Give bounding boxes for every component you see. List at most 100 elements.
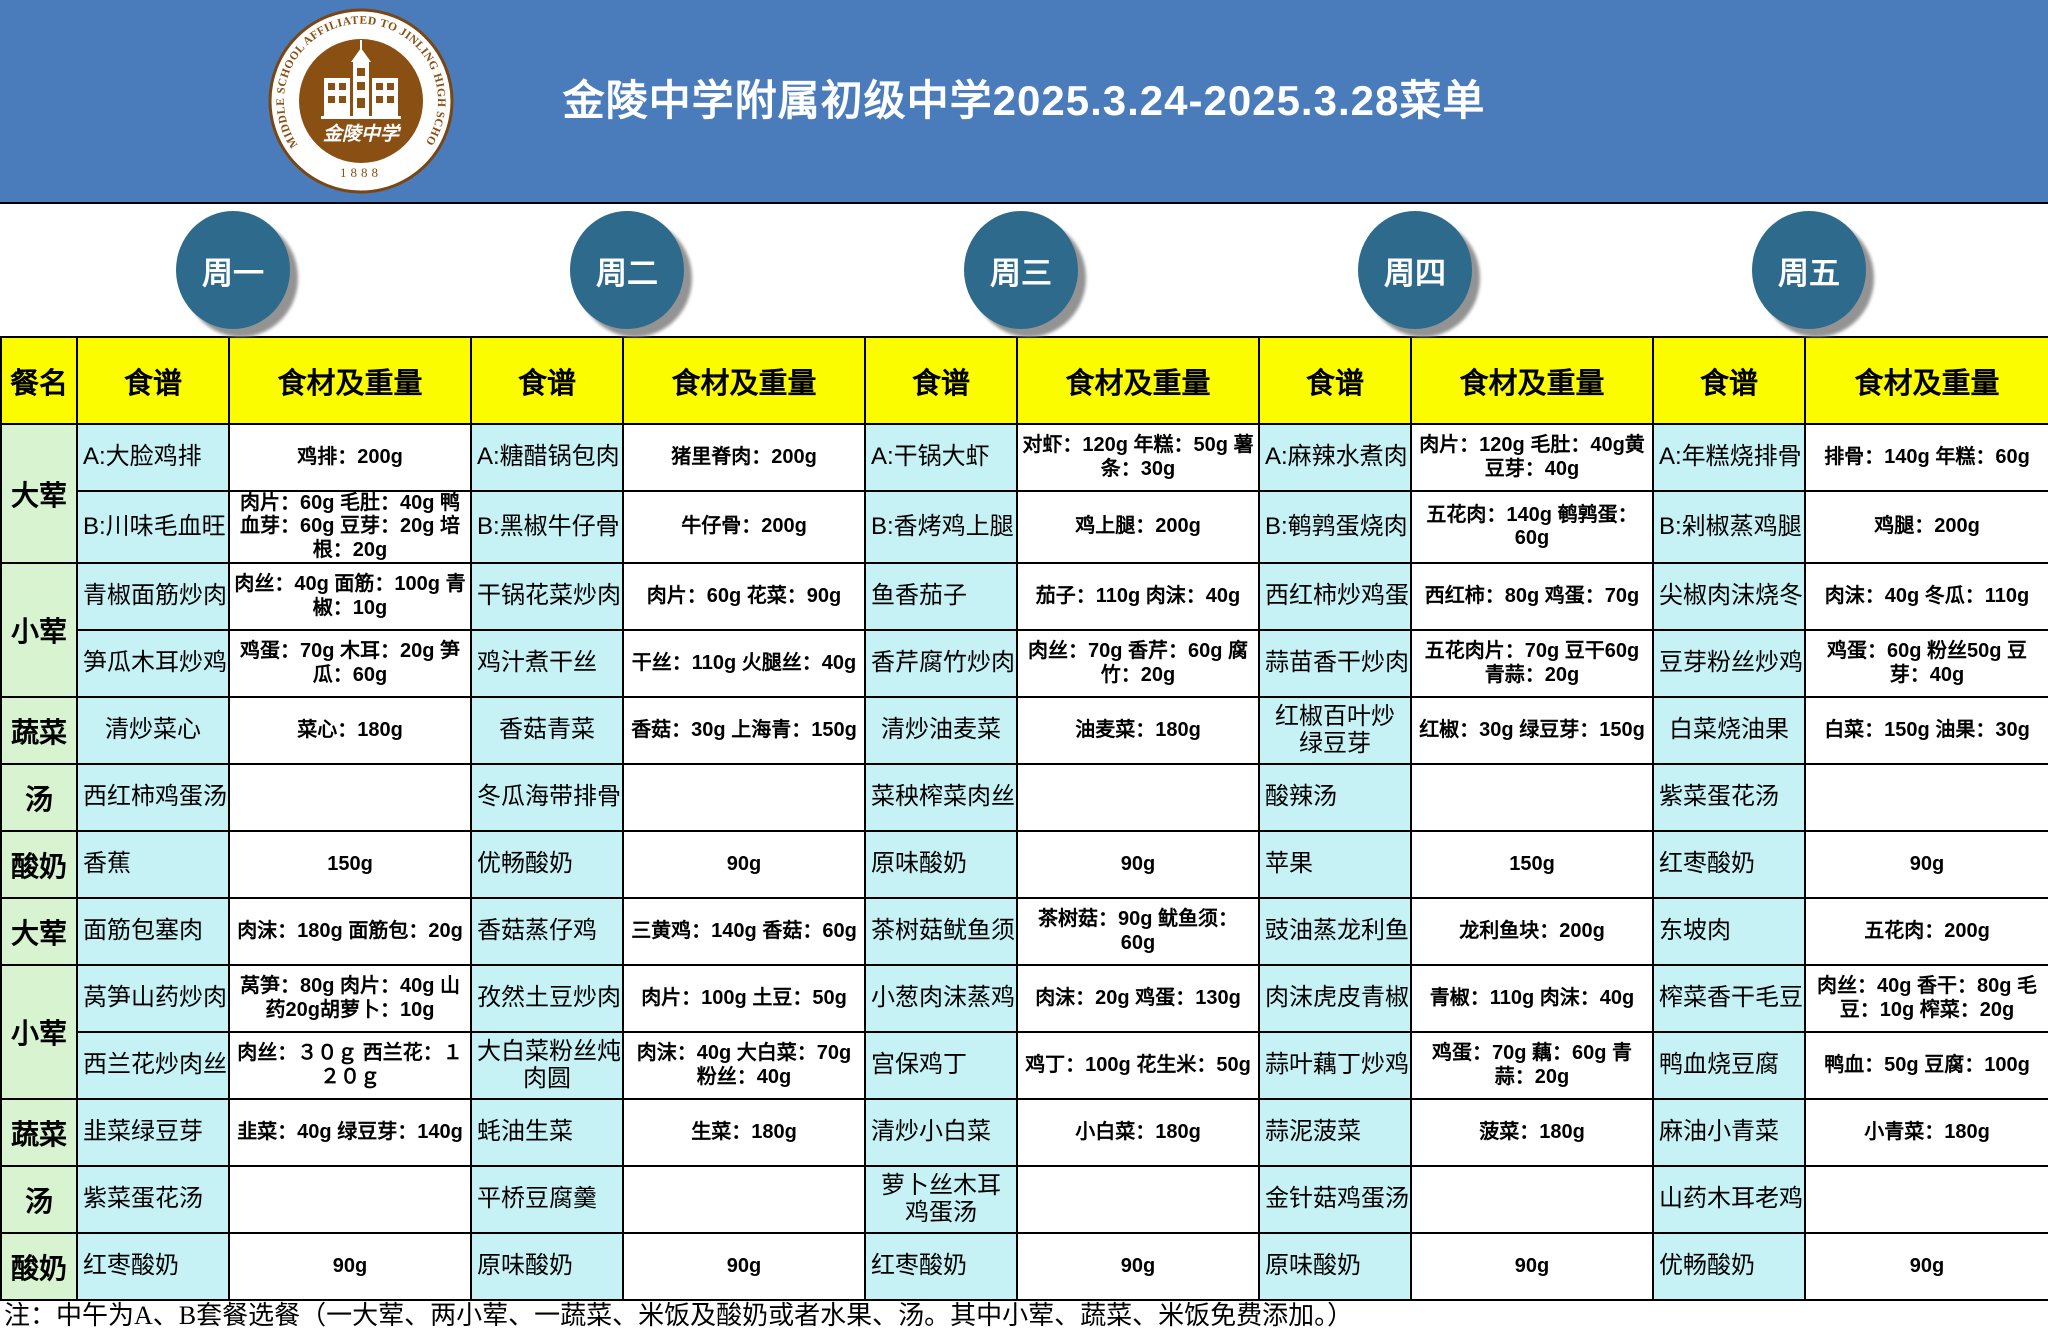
- ingredients-cell: 五花肉：200g: [1804, 897, 2048, 967]
- recipe-cell: 蒜叶藕丁炒鸡: [1258, 1031, 1412, 1101]
- category-label: 酸奶: [0, 1232, 78, 1302]
- recipe-cell: 莴笋山药炒肉: [76, 964, 230, 1034]
- ingredients-cell: 青椒：110g 肉沫：40g: [1410, 964, 1654, 1034]
- ingredients-cell: 鸡蛋：70g 木耳：20g 笋瓜：60g: [228, 629, 472, 699]
- recipe-cell: 萝卜丝木耳 鸡蛋汤: [864, 1165, 1018, 1235]
- recipe-cell: 豆芽粉丝炒鸡蛋: [1652, 629, 1806, 699]
- ingredients-cell: [622, 763, 866, 833]
- ingredients-header: 食材及重量: [1804, 336, 2048, 425]
- recipe-cell: 麻油小青菜: [1652, 1098, 1806, 1168]
- category-label: 酸奶: [0, 830, 78, 900]
- day-badge-tuesday: 周二: [570, 211, 684, 329]
- recipe-header: 食谱: [76, 336, 230, 425]
- ingredients-cell: 茄子：110g 肉沫：40g: [1016, 562, 1260, 632]
- recipe-cell: 宫保鸡丁: [864, 1031, 1018, 1101]
- ingredients-cell: 肉片：100g 土豆：50g: [622, 964, 866, 1034]
- page-title: 金陵中学附属初级中学2025.3.24-2025.3.28菜单: [562, 77, 1486, 124]
- recipe-cell: A:糖醋锅包肉: [470, 423, 624, 492]
- recipe-cell: 蒜泥菠菜: [1258, 1098, 1412, 1168]
- recipe-cell: A:干锅大虾: [864, 423, 1018, 492]
- ingredients-cell: 鸡蛋：60g 粉丝50g 豆芽：40g: [1804, 629, 2048, 699]
- category-label: 蔬菜: [0, 1098, 78, 1168]
- recipe-cell: 西兰花炒肉丝: [76, 1031, 230, 1101]
- ingredients-cell: 150g: [1410, 830, 1654, 900]
- ingredients-cell: 90g: [1804, 1232, 2048, 1302]
- ingredients-cell: 西红柿：80g 鸡蛋：70g: [1410, 562, 1654, 632]
- recipe-cell: 面筋包塞肉: [76, 897, 230, 967]
- table-row: 蔬菜 韭菜绿豆芽 韭菜：40g 绿豆芽：140g 蚝油生菜 生菜：180g 清炒…: [0, 1098, 2048, 1168]
- recipe-cell: 清炒小白菜: [864, 1098, 1018, 1168]
- recipe-cell: 红枣酸奶: [864, 1232, 1018, 1302]
- recipe-cell: 山药木耳老鸡汤: [1652, 1165, 1806, 1235]
- ingredients-cell: 90g: [1016, 1232, 1260, 1302]
- ingredients-header: 食材及重量: [1410, 336, 1654, 425]
- day-badge-wednesday: 周三: [964, 211, 1078, 329]
- table-header-row: 餐名 食谱 食材及重量 食谱 食材及重量 食谱 食材及重量 食谱 食材及重量 食…: [0, 336, 2048, 425]
- ingredients-cell: 油麦菜：180g: [1016, 696, 1260, 766]
- recipe-cell: 孜然土豆炒肉片: [470, 964, 624, 1034]
- recipe-cell: 优畅酸奶: [1652, 1232, 1806, 1302]
- recipe-cell: 干锅花菜炒肉丝: [470, 562, 624, 632]
- recipe-header: 食谱: [470, 336, 624, 425]
- category-label: 蔬菜: [0, 696, 78, 766]
- recipe-cell: A:麻辣水煮肉: [1258, 423, 1412, 492]
- table-row: 小荤 青椒面筋炒肉 肉丝：40g 面筋：100g 青椒：10g 干锅花菜炒肉丝 …: [0, 562, 2048, 699]
- ingredients-cell: 150g: [228, 830, 472, 900]
- recipe-cell: 紫菜蛋花汤: [76, 1165, 230, 1235]
- ingredients-cell: 菠菜：180g: [1410, 1098, 1654, 1168]
- recipe-cell: 青椒面筋炒肉: [76, 562, 230, 632]
- ingredients-cell: 肉沫：40g 冬瓜：110g: [1804, 562, 2048, 632]
- banner: MIDDLE SCHOOL AFFILIATED TO JINLING HIGH…: [0, 0, 2048, 202]
- table-row: 大荤 面筋包塞肉 肉沫：180g 面筋包：20g 香菇蒸仔鸡 三黄鸡：140g …: [0, 897, 2048, 967]
- ingredients-cell: 三黄鸡：140g 香菇：60g: [622, 897, 866, 967]
- ingredients-cell: 鸭血：50g 豆腐：100g: [1804, 1031, 2048, 1101]
- ingredients-cell: 肉丝：70g 香芹：60g 腐竹：20g: [1016, 629, 1260, 699]
- recipe-cell: 菜秧榨菜肉丝: [864, 763, 1018, 833]
- ingredients-cell: 菜心：180g: [228, 696, 472, 766]
- ingredients-cell: [1016, 763, 1260, 833]
- ingredients-cell: 香菇：30g 上海青：150g: [622, 696, 866, 766]
- recipe-cell: 西红柿炒鸡蛋: [1258, 562, 1412, 632]
- recipe-cell: 西红柿鸡蛋汤: [76, 763, 230, 833]
- recipe-cell: 小葱肉沫蒸鸡: [864, 964, 1018, 1034]
- recipe-cell: B:川味毛血旺: [76, 489, 230, 565]
- table-row: 酸奶 红枣酸奶 90g 原味酸奶 90g 红枣酸奶 90g 原味酸奶 90g 优…: [0, 1232, 2048, 1302]
- category-label: 汤: [0, 1165, 78, 1235]
- recipe-cell: 红枣酸奶: [76, 1232, 230, 1302]
- recipe-cell: 鱼香茄子: [864, 562, 1018, 632]
- recipe-cell: 平桥豆腐羹: [470, 1165, 624, 1235]
- ingredients-cell: 白菜：150g 油果：30g: [1804, 696, 2048, 766]
- ingredients-cell: 肉丝：40g 面筋：100g 青椒：10g: [228, 562, 472, 632]
- ingredients-cell: 鸡上腿：200g: [1016, 489, 1260, 565]
- ingredients-cell: 肉沫：40g 大白菜：70g 粉丝：40g: [622, 1031, 866, 1101]
- ingredients-cell: 肉片：60g 毛肚：40g 鸭血芽：60g 豆芽：20g 培根：20g: [228, 489, 472, 565]
- table-row: 西兰花炒肉丝 肉丝：３０ｇ 西兰花：１２０ｇ 大白菜粉丝炖 肉圆 肉沫：40g …: [1, 1031, 2048, 1101]
- weekday-row: 周一 周二 周三 周四 周五: [0, 202, 2048, 336]
- table-row: 汤 西红柿鸡蛋汤 冬瓜海带排骨汤 菜秧榨菜肉丝 酸辣汤 紫菜蛋花汤: [0, 763, 2048, 833]
- table-row: 大荤 A:大脸鸡排 鸡排：200g A:糖醋锅包肉 猪里脊肉：200g A:干锅…: [0, 422, 2048, 565]
- ingredients-cell: 五花肉：140g 鹌鹑蛋：60g: [1410, 489, 1654, 565]
- recipe-cell: 原味酸奶: [1258, 1232, 1412, 1302]
- ingredients-cell: 对虾：120g 年糕：50g 薯条：30g: [1016, 423, 1260, 492]
- ingredients-cell: 小青菜：180g: [1804, 1098, 2048, 1168]
- recipe-cell: 红椒百叶炒 绿豆芽: [1258, 696, 1412, 766]
- recipe-cell: A:年糕烧排骨: [1652, 423, 1806, 492]
- ingredients-cell: 肉沫：20g 鸡蛋：130g: [1016, 964, 1260, 1034]
- ingredients-cell: [1016, 1165, 1260, 1235]
- ingredients-cell: 猪里脊肉：200g: [622, 423, 866, 492]
- ingredients-cell: 肉片：120g 毛肚：40g黄豆芽：40g: [1410, 423, 1654, 492]
- table-row: 蔬菜 清炒菜心 菜心：180g 香菇青菜 香菇：30g 上海青：150g 清炒油…: [0, 696, 2048, 766]
- recipe-header: 食谱: [1652, 336, 1806, 425]
- ingredients-cell: 莴笋：80g 肉片：40g 山药20g胡萝卜：10g: [228, 964, 472, 1034]
- recipe-cell: 豉油蒸龙利鱼: [1258, 897, 1412, 967]
- footnote: 注：中午为A、B套餐选餐（一大荤、两小荤、一蔬菜、米饭及酸奶或者水果、汤。其中小…: [0, 1301, 2048, 1334]
- table-row: 笋瓜木耳炒鸡 鸡蛋：70g 木耳：20g 笋瓜：60g 鸡汁煮干丝 干丝：110…: [1, 629, 2048, 699]
- ingredients-cell: 鸡蛋：70g 藕：60g 青蒜：20g: [1410, 1031, 1654, 1101]
- ingredients-cell: [622, 1165, 866, 1235]
- ingredients-cell: 五花肉片：70g 豆干60g 青蒜：20g: [1410, 629, 1654, 699]
- ingredients-cell: 韭菜：40g 绿豆芽：140g: [228, 1098, 472, 1168]
- ingredients-cell: 肉沫：180g 面筋包：20g: [228, 897, 472, 967]
- recipe-cell: 冬瓜海带排骨汤: [470, 763, 624, 833]
- ingredients-cell: 肉丝：３０ｇ 西兰花：１２０ｇ: [228, 1031, 472, 1101]
- recipe-cell: 笋瓜木耳炒鸡: [76, 629, 230, 699]
